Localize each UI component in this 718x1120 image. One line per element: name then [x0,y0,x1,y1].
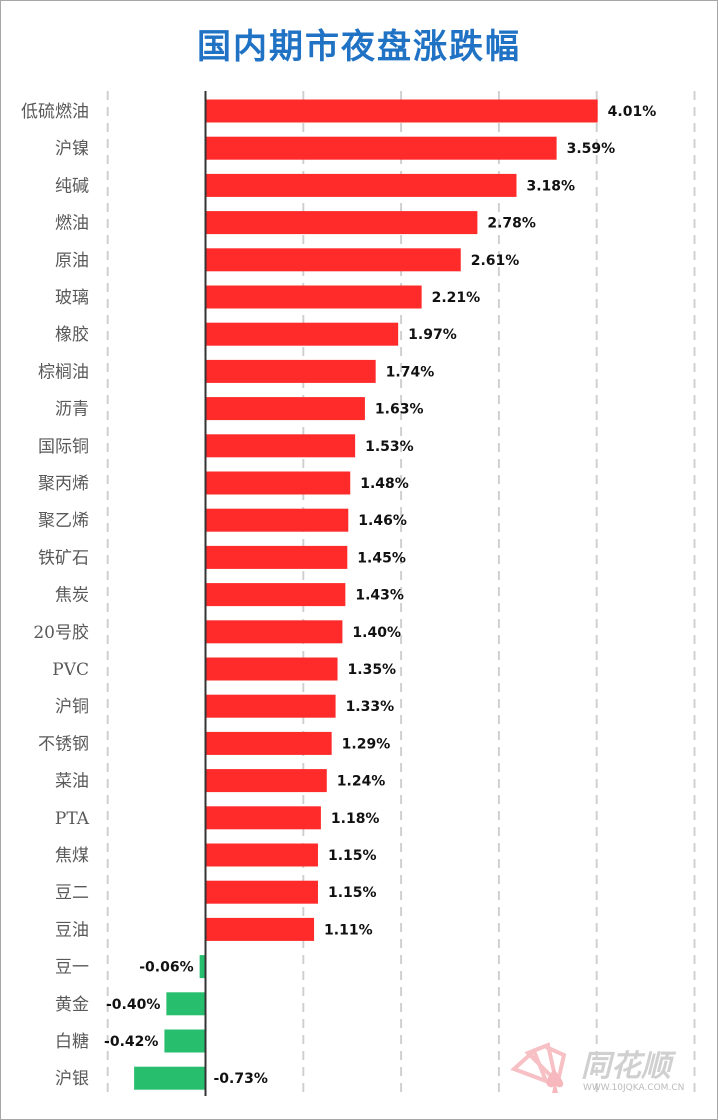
value-label: 1.45% [357,550,406,566]
value-label: -0.42% [104,1034,158,1050]
category-label: 豆二 [55,883,89,903]
value-label: 1.11% [324,922,373,938]
bar [199,955,206,979]
value-label: 1.46% [358,513,407,529]
bar [205,880,318,904]
category-label: 聚丙烯 [38,474,89,494]
category-label: 橡胶 [55,325,89,345]
value-label: -0.73% [214,1071,268,1087]
value-label: 2.21% [432,290,481,306]
category-label: 沪镍 [55,139,89,159]
bar [205,322,399,346]
category-label: 低硫燃油 [21,102,89,122]
bar [166,992,206,1016]
category-label: 燃油 [55,214,89,234]
category-label: 铁矿石 [38,548,89,568]
category-label: PTA [55,809,90,829]
category-label: 豆油 [55,920,89,940]
value-label: 1.53% [365,439,414,455]
watermark: 同花顺 WWW.10JQKA.COM.CN [506,1041,706,1101]
watermark-url: WWW.10JQKA.COM.CN [583,1083,685,1093]
category-label: 原油 [55,251,89,271]
value-label: 1.29% [342,736,391,752]
bar [205,211,478,235]
category-label: 国际铜 [38,437,89,457]
value-label: 1.24% [337,774,386,790]
logo-cards-icon [510,1042,567,1093]
category-label: PVC [52,660,89,680]
category-label: 沪铜 [55,697,89,717]
bar [205,434,356,458]
bar [205,769,327,793]
bar [205,843,318,867]
bar [134,1066,206,1090]
bar [205,508,349,532]
bar [205,620,343,644]
bar [205,657,338,681]
bar [205,359,376,383]
value-label: 2.61% [471,253,520,269]
bar [205,99,598,123]
value-label: 1.33% [346,699,395,715]
bar [205,397,365,421]
bar [205,136,557,160]
value-label: 1.35% [348,662,397,678]
value-label: 3.59% [567,141,616,157]
bar [205,248,461,272]
value-label: 1.97% [408,327,457,343]
bar [205,471,351,495]
value-label: 1.15% [328,848,377,864]
bar [205,285,422,309]
value-label: -0.40% [106,997,160,1013]
bar [205,694,336,718]
category-label: 20号胶 [33,623,89,643]
value-label: 1.43% [355,588,404,604]
value-label: 4.01% [608,104,657,120]
category-label: 纯碱 [55,176,89,196]
category-label: 沪银 [55,1069,89,1089]
category-label: 菜油 [55,772,89,792]
category-label: 不锈钢 [38,734,89,754]
bar [205,806,321,830]
value-label: 3.18% [527,178,576,194]
value-label: 1.48% [360,476,409,492]
watermark-brand: 同花顺 [581,1049,671,1084]
bar [205,583,346,607]
category-label: 沥青 [55,400,89,420]
value-label: 1.15% [328,885,377,901]
category-label: 玻璃 [55,288,89,308]
category-label: 白糖 [55,1032,89,1052]
bar [205,731,332,755]
category-label: 棕榈油 [38,362,89,382]
bar [164,1029,206,1053]
category-label: 聚乙烯 [38,511,89,531]
value-label: 1.63% [375,402,424,418]
value-label: 1.40% [352,625,401,641]
category-label: 黄金 [55,995,89,1015]
value-label: 1.18% [331,811,380,827]
bar [205,545,348,569]
value-label: -0.06% [139,960,193,976]
category-label: 豆一 [55,958,89,978]
category-label: 焦炭 [55,586,89,606]
bar [205,917,315,941]
chart-title: 国内期市夜盘涨跌幅 [197,27,521,67]
category-label: 焦煤 [55,846,89,866]
value-label: 1.74% [386,364,435,380]
bar [205,173,517,197]
value-label: 2.78% [487,216,536,232]
